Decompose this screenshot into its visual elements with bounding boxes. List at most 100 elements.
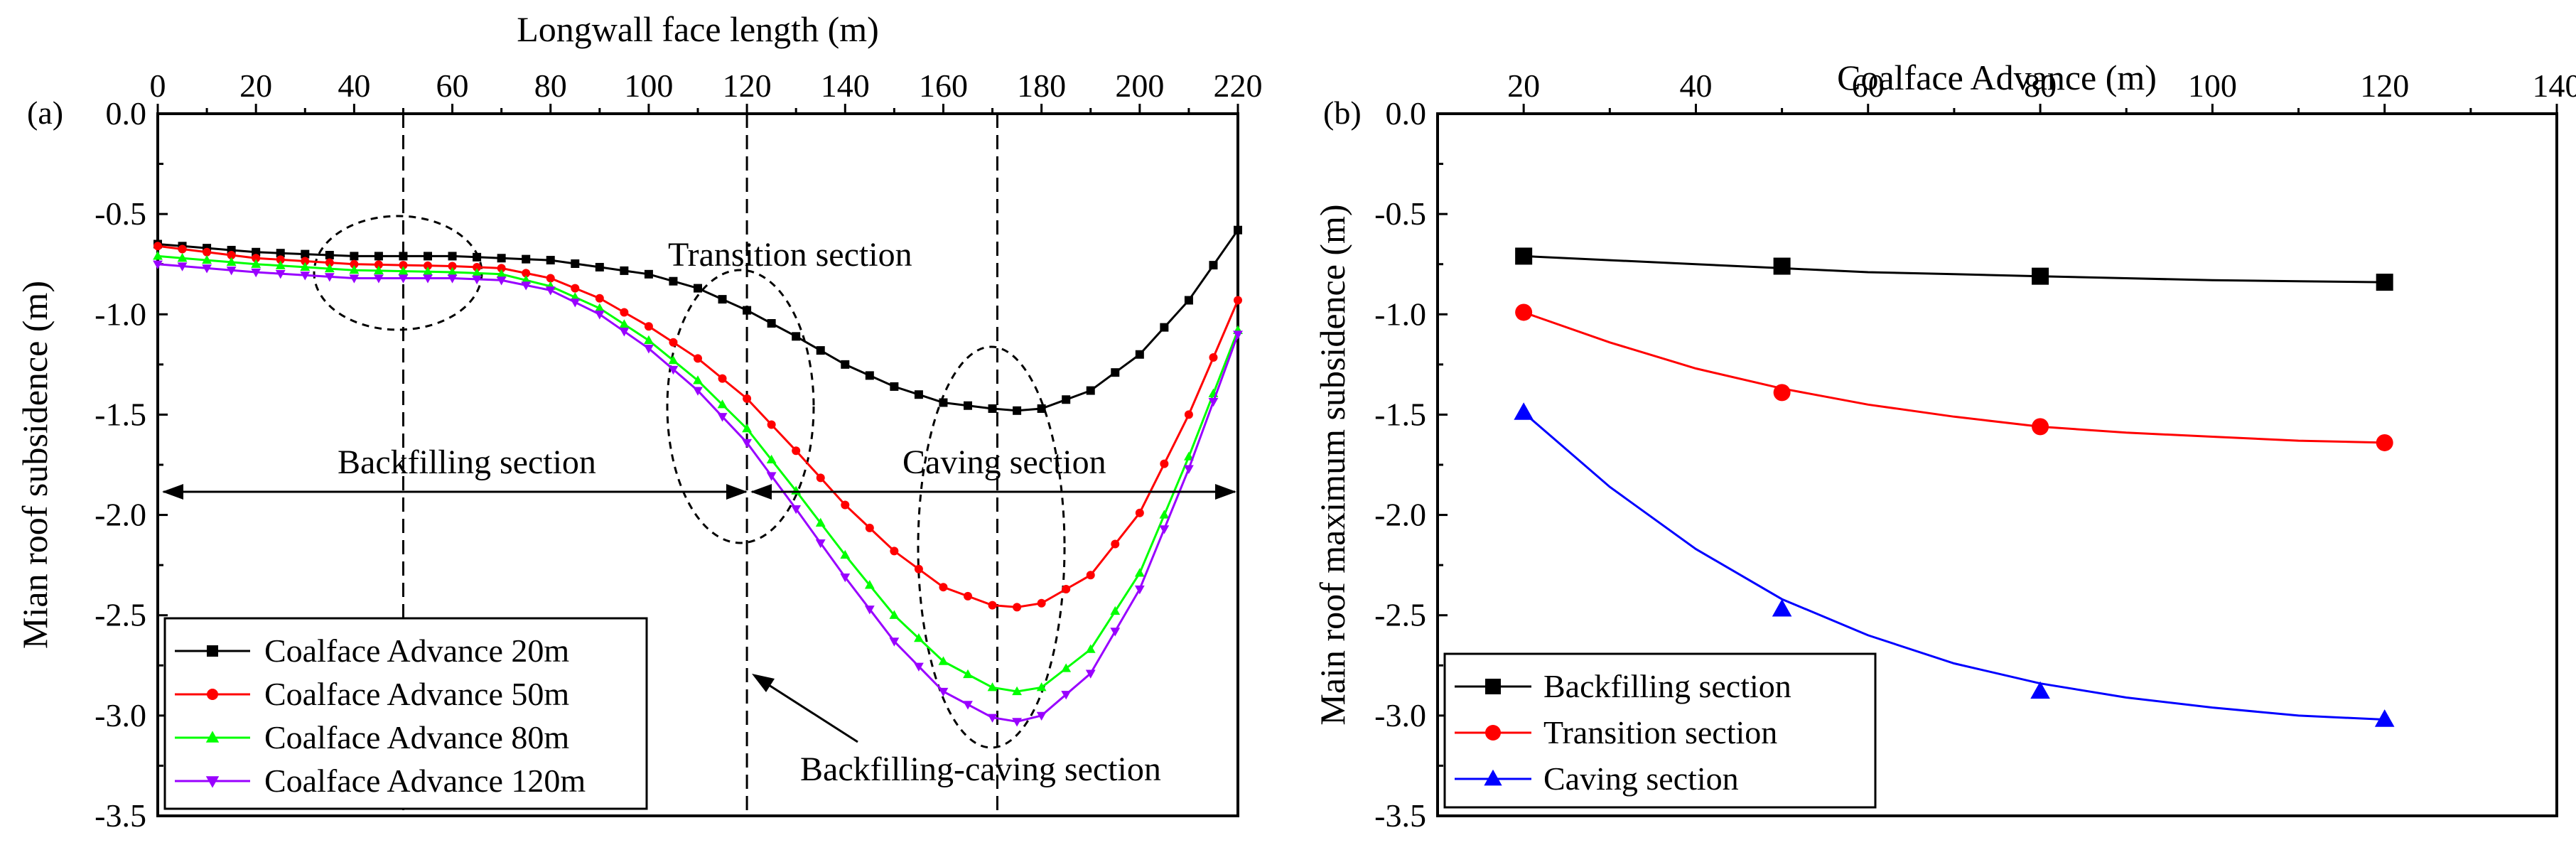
series-point (570, 298, 581, 308)
series-point (693, 375, 703, 384)
series-point (497, 254, 506, 263)
series-point (595, 294, 604, 303)
series-point (694, 354, 702, 363)
series-point (424, 261, 432, 270)
series-point (815, 539, 826, 549)
series-point (816, 346, 825, 355)
series-point (1086, 386, 1095, 395)
ellipse-transition-zone (666, 269, 815, 544)
legend-label: Backfilling section (1543, 668, 1791, 704)
series-point (619, 328, 630, 337)
ellipse-caving-zone (917, 345, 1066, 749)
series-point (423, 274, 433, 284)
panel-b-x-tick-label: 60 (1852, 68, 1885, 104)
series-point (1062, 395, 1071, 404)
series-point (815, 517, 826, 527)
series-point (718, 374, 727, 383)
panel-a-y-tick-label: -3.0 (95, 697, 146, 733)
series-point (1184, 451, 1194, 461)
panel-a-y-tick-label: -0.5 (95, 195, 146, 232)
series-point (1110, 628, 1121, 637)
series-point (301, 249, 310, 259)
series-point (2374, 709, 2395, 727)
panel-a-x-tick-label: 220 (1214, 68, 1263, 104)
series-point (1234, 296, 1242, 305)
series-point (1012, 686, 1022, 696)
series-point (1036, 711, 1047, 721)
backfilling-caving-pointer (758, 677, 858, 743)
panel-a-y-tick-label: -1.0 (95, 296, 146, 332)
series-point (374, 260, 383, 269)
series-point (914, 390, 923, 399)
series-point (594, 303, 605, 312)
series-point (349, 274, 360, 284)
series-point (668, 365, 679, 375)
panel-b-y-tick-label: -3.5 (1374, 797, 1426, 834)
series-point (963, 701, 973, 710)
series-point (324, 273, 335, 282)
panel-b-y-axis-title: Main roof maximum subsidence (m) (1313, 204, 1352, 725)
series-fit-curve (1523, 311, 2385, 444)
series-point (1160, 459, 1169, 468)
series-point (644, 345, 654, 354)
series-point (472, 268, 482, 277)
series-point (1209, 261, 1218, 270)
panel-a-legend: Coalface Advance 20m Coalface Advance 50m… (163, 617, 648, 810)
panel-b-x-tick-label: 140 (2533, 68, 2576, 104)
panel-a-x-tick-label: 120 (723, 68, 772, 104)
series-point (399, 261, 408, 270)
panel-b-y-tick-label: -2.5 (1374, 597, 1426, 633)
series-point (521, 281, 532, 291)
series-point (447, 267, 458, 276)
series-point (1184, 410, 1193, 419)
series-point (226, 267, 237, 276)
series-point (545, 286, 556, 296)
series-point (473, 262, 482, 271)
series-point (2376, 274, 2393, 291)
series-point (1134, 585, 1145, 595)
series-point (276, 255, 285, 264)
legend-marker (205, 776, 220, 788)
series-point (374, 265, 384, 274)
series-point (988, 404, 997, 413)
series-point (865, 371, 874, 380)
series-point (1012, 718, 1022, 727)
legend-label: Caving section (1543, 760, 1739, 797)
series-point (522, 269, 531, 278)
legend-marker (207, 689, 218, 700)
series-point (374, 252, 383, 261)
panel-a-x-tick-label: 40 (338, 68, 370, 104)
series-point (865, 523, 874, 532)
series-point (350, 252, 359, 261)
series-point (473, 252, 482, 262)
series-point (1160, 323, 1169, 332)
backfilling-caving-pointer-head (752, 674, 775, 692)
legend-marker (1484, 769, 1502, 786)
series-point (496, 269, 507, 278)
series-point (743, 394, 752, 403)
panel-a-x-tick-label: 180 (1017, 68, 1066, 104)
caving-section-label: Caving section (902, 443, 1106, 481)
series-point (1111, 539, 1120, 549)
series-point (2376, 434, 2393, 451)
panel-a-y-tick-label: -1.5 (95, 396, 146, 432)
series-point (792, 332, 801, 341)
series-point (1184, 465, 1194, 474)
series-point (1159, 525, 1170, 534)
series-point (864, 580, 875, 589)
series-point (988, 601, 997, 610)
series-point (300, 262, 311, 271)
series-point (398, 274, 409, 284)
panel-a-y-axis-title: Mian roof subsidence (m) (15, 281, 55, 649)
panel-b-x-tick-label: 40 (1679, 68, 1712, 104)
series-point (963, 669, 973, 679)
panel-a-y-tick-label: 0.0 (106, 95, 147, 131)
series-point (644, 322, 653, 331)
series-point (964, 401, 972, 410)
series-point (669, 338, 678, 347)
series-point (668, 355, 679, 365)
series-point (153, 251, 163, 260)
panel-a-y-tick-label: -2.5 (95, 597, 146, 633)
series-point (301, 257, 310, 266)
series-point (914, 633, 924, 642)
